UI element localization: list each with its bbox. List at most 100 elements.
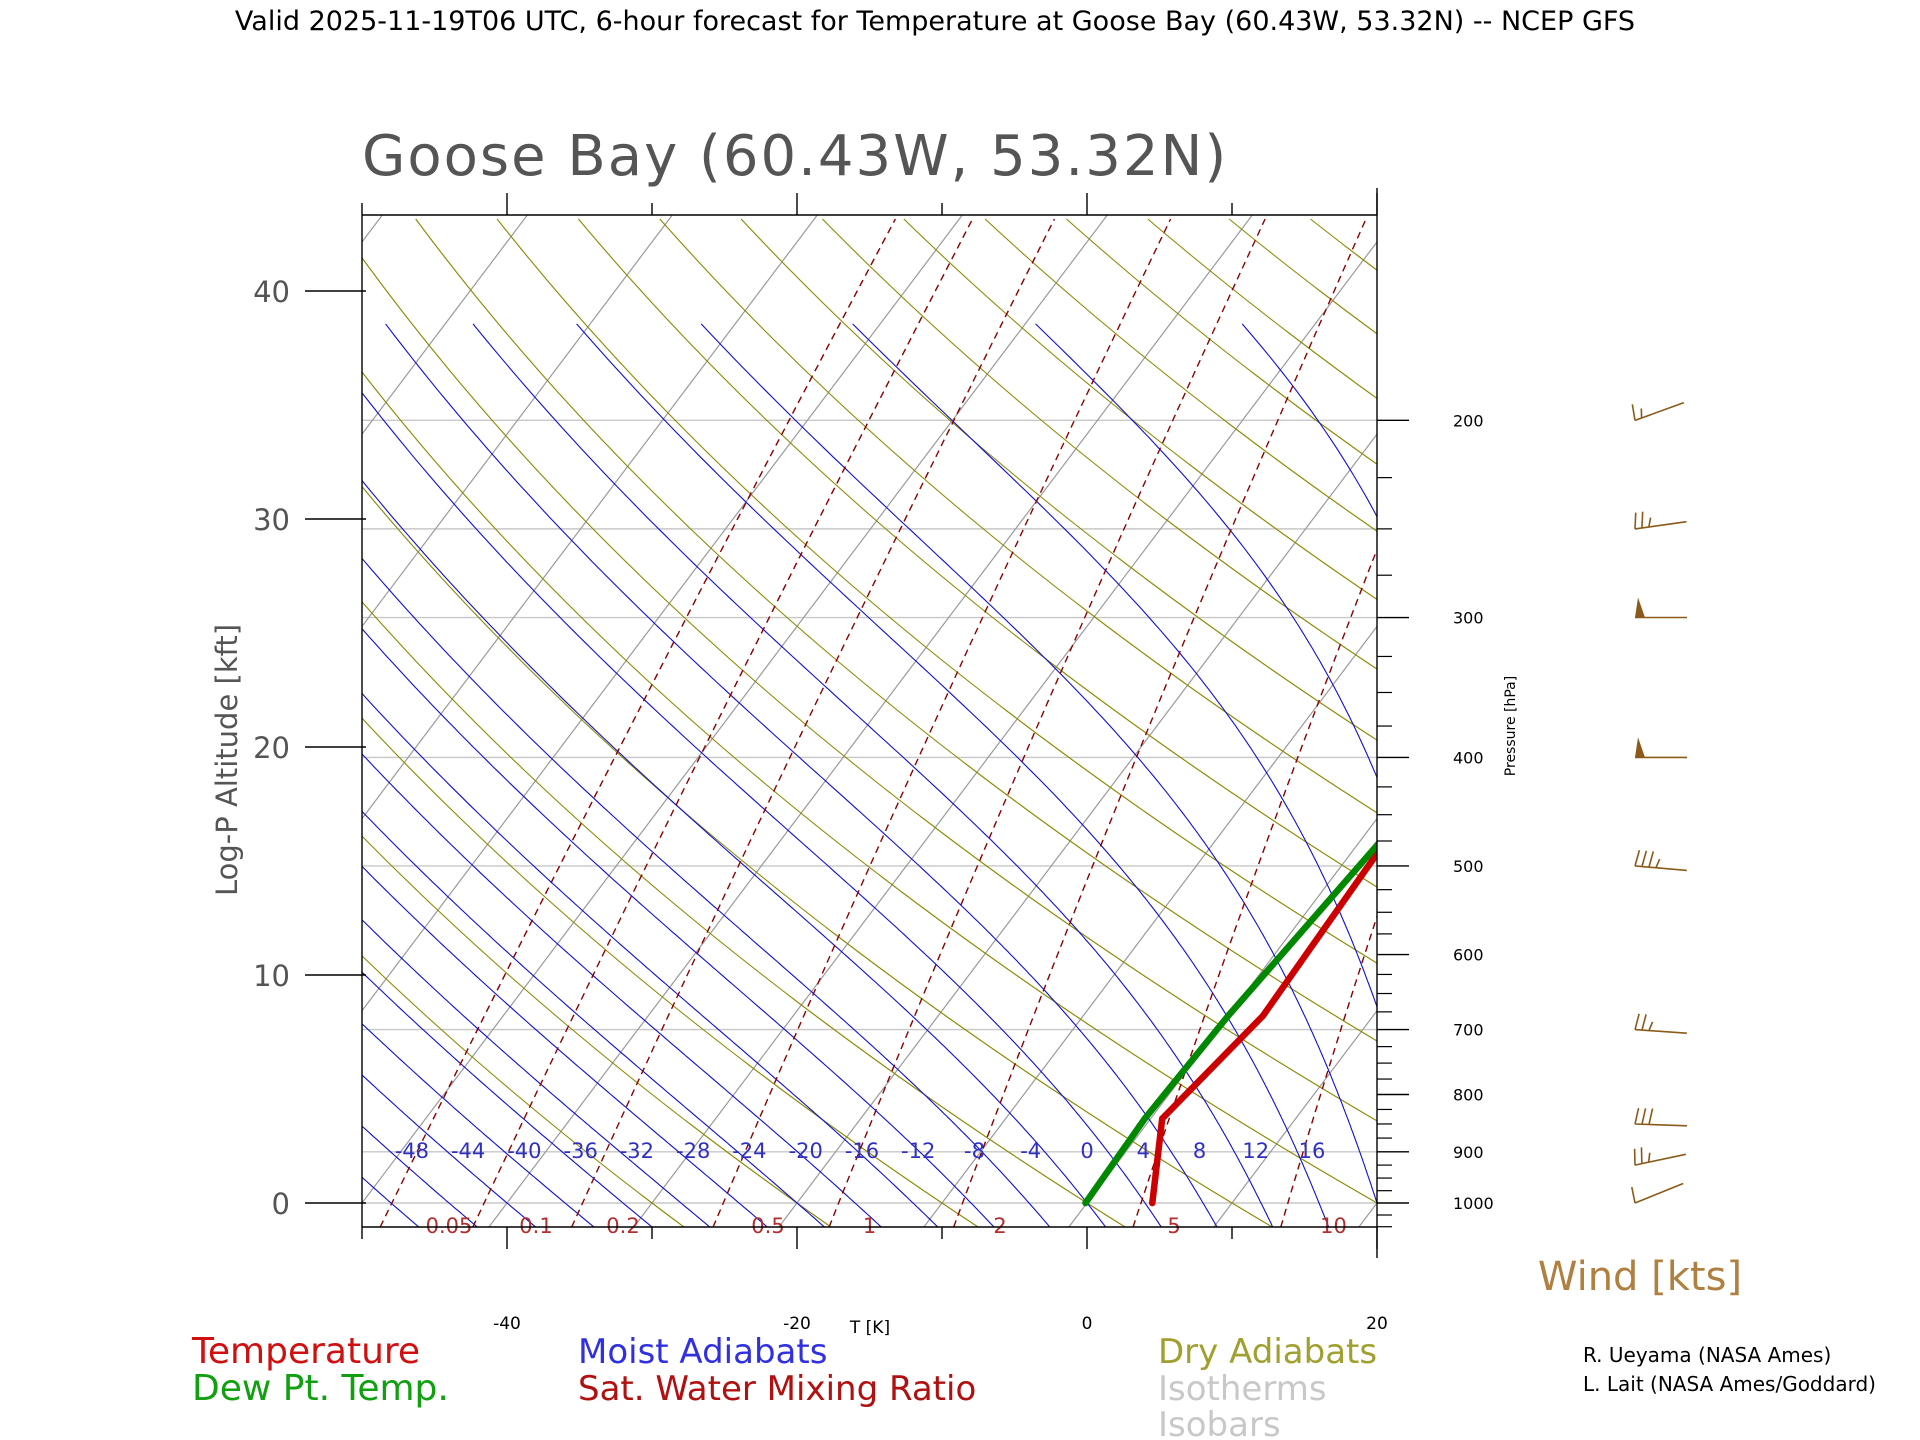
pressure-axis-label: Pressure [hPa]	[1503, 676, 1519, 776]
y-tick-label: 30	[253, 503, 290, 537]
moist-adiabat	[362, 919, 711, 1227]
mixing-ratio-label: 0.5	[751, 1214, 784, 1238]
credit-lait: L. Lait (NASA Ames/Goddard)	[1583, 1372, 1876, 1396]
wind-barb-shaft	[1634, 1153, 1687, 1166]
wind-barb-shaft	[1634, 1028, 1687, 1035]
isotherm-line	[362, 215, 528, 436]
grid-lines	[0, 215, 1920, 1227]
mixing-ratio-line	[472, 218, 974, 1227]
legend-moist-adiabats: Moist Adiabats	[578, 1332, 827, 1372]
profiles	[1082, 359, 1870, 1207]
pressure-tick-label: 700	[1453, 1021, 1484, 1040]
temperature-line-point	[1259, 1012, 1267, 1020]
wind-barb	[1634, 1107, 1687, 1127]
y-tick-label: 20	[253, 731, 290, 765]
mixing-ratio-label: 0.05	[426, 1214, 473, 1238]
moist-adiabat	[700, 323, 1377, 1205]
moist-adiabat-label: 16	[1299, 1139, 1326, 1163]
moist-adiabat-label: -24	[732, 1139, 766, 1163]
temperature-line-point	[1864, 359, 1870, 365]
dry-adiabat	[1228, 218, 1377, 335]
wind-barb-shaft	[1634, 1182, 1684, 1204]
wind-barb-shaft	[1634, 401, 1685, 422]
dewpoint-line-point	[1469, 359, 1475, 365]
dewpoint-line-point	[1224, 1012, 1232, 1020]
x-tick-label: -20	[783, 1314, 811, 1334]
pressure-tick-label: 800	[1453, 1085, 1484, 1104]
pressure-tick-label: 900	[1453, 1143, 1484, 1162]
isotherm-line	[1649, 215, 1920, 1227]
temperature-line-point	[1380, 842, 1386, 848]
dewpoint-line-point	[1509, 573, 1515, 579]
dry-adiabat	[1473, 219, 1920, 1227]
y-axis-label: Log-P Altitude [kft]	[210, 624, 244, 896]
moist-adiabat	[362, 557, 1051, 1227]
dry-adiabat	[362, 371, 1377, 1204]
pressure-tick-label: 500	[1453, 857, 1484, 876]
wind-barb-feather	[1634, 850, 1641, 867]
dry-adiabat	[362, 717, 979, 1227]
legend-mixing-ratio: Sat. Water Mixing Ratio	[578, 1369, 976, 1409]
moist-adiabat-label: -36	[564, 1139, 598, 1163]
mixing-ratio-line	[712, 218, 1172, 1227]
moist-adiabat-label: -20	[789, 1139, 823, 1163]
dewpoint-line-point	[1082, 1199, 1089, 1207]
isotherm-line	[362, 215, 963, 1012]
x-tick-label: 0	[1082, 1314, 1093, 1334]
moist-adiabat	[362, 1125, 479, 1227]
dry-adiabat	[362, 601, 1126, 1227]
pressure-tick-label: 200	[1453, 411, 1484, 430]
wind-barb-feather	[1648, 851, 1655, 868]
isotherm-line	[778, 433, 1377, 1227]
dry-adiabat	[822, 218, 1377, 670]
temperature-line-point	[1637, 475, 1643, 481]
legend-dewpoint: Dew Pt. Temp.	[192, 1368, 449, 1409]
moist-adiabat-label: 8	[1193, 1139, 1206, 1163]
wind-barb-feather	[1641, 511, 1644, 528]
moist-adiabat-label: -32	[620, 1139, 654, 1163]
dry-adiabat	[1066, 218, 1377, 465]
dewpoint-line-point	[1471, 475, 1477, 481]
moist-adiabat-label: 12	[1242, 1139, 1269, 1163]
moist-adiabat	[852, 323, 1377, 1009]
moist-adiabat	[1035, 323, 1377, 779]
isotherm-line	[362, 215, 673, 628]
wind-barb	[1635, 737, 1687, 759]
moist-adiabat	[385, 323, 1218, 1227]
y-tick-label: 40	[253, 275, 290, 309]
moist-adiabat-label: -48	[395, 1139, 429, 1163]
temperature-line-point	[1476, 721, 1482, 727]
mixing-ratio-line	[1608, 219, 1884, 1227]
dry-adiabat	[577, 218, 1377, 888]
wind-barb-feather	[1634, 1013, 1640, 1030]
mixing-ratio-label: 1	[863, 1214, 876, 1238]
wind-barb-feather	[1631, 1186, 1636, 1204]
temperature-line-point	[1149, 1199, 1156, 1207]
pressure-tick-label: 300	[1453, 609, 1484, 628]
legend-isotherms: Isotherms	[1158, 1369, 1327, 1409]
wind-barb-feather	[1631, 404, 1636, 421]
moist-adiabat	[362, 692, 939, 1227]
temperature-line-point	[1159, 1115, 1166, 1122]
dry-adiabat	[1392, 219, 1920, 1227]
wind-barb	[1634, 850, 1687, 872]
moist-adiabat-label: 4	[1137, 1139, 1150, 1163]
dry-adiabat	[903, 218, 1377, 601]
wind-barb-feather	[1641, 1014, 1647, 1031]
isotherm-line	[1504, 215, 1920, 1227]
moist-adiabat	[362, 865, 769, 1227]
legend-isobars: Isobars	[1158, 1405, 1281, 1440]
mixing-ratio-label: 2	[993, 1214, 1006, 1238]
moist-adiabat	[472, 323, 1274, 1227]
wind-barb	[1633, 1147, 1687, 1166]
wind-barb-feather	[1641, 1108, 1647, 1125]
moist-adiabat	[362, 628, 995, 1227]
isotherm-line	[0, 215, 92, 1227]
header-text: Valid 2025-11-19T06 UTC, 6-hour forecast…	[235, 6, 1635, 37]
pressure-tick-label: 1000	[1453, 1194, 1494, 1213]
dry-adiabat	[659, 218, 1377, 814]
dry-adiabat	[362, 955, 685, 1227]
mixing-ratio-label: 0.1	[519, 1214, 552, 1238]
dry-adiabat	[740, 218, 1377, 741]
